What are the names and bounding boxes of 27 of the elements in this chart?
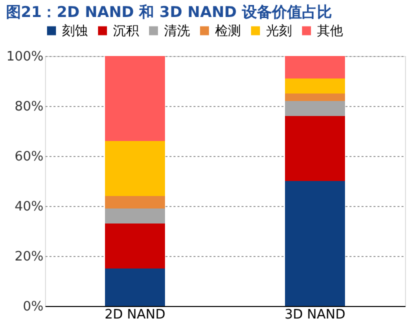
bar — [105, 196, 165, 208]
y-tick-label: 80% — [14, 100, 44, 114]
legend-label: 其他 — [317, 24, 343, 39]
bar — [285, 94, 345, 101]
y-tick-label: 20% — [14, 250, 44, 264]
legend-label: 检测 — [215, 24, 241, 39]
bar — [105, 56, 165, 141]
x-tick-label: 3D NAND — [284, 308, 346, 322]
legend-label: 光刻 — [266, 24, 292, 39]
y-tick-label: 0% — [22, 300, 44, 314]
y-tick-label: 100% — [6, 50, 44, 64]
legend-label: 沉积 — [113, 24, 139, 39]
legend-label: 刻蚀 — [62, 24, 88, 39]
y-tick-label: 40% — [14, 200, 44, 214]
bar — [285, 78, 345, 94]
chart-title: 图21：2D NAND 和 3D NAND 设备价值占比 — [6, 3, 332, 21]
bar — [105, 141, 165, 196]
bar — [105, 224, 165, 268]
bar — [105, 208, 165, 224]
bar — [285, 101, 345, 116]
y-tick-label: 60% — [14, 150, 44, 164]
bar — [105, 268, 165, 306]
legend-label: 清洗 — [164, 24, 190, 39]
bar — [285, 181, 345, 306]
x-tick-label: 2D NAND — [104, 308, 166, 322]
bar — [285, 56, 345, 78]
bar — [285, 116, 345, 181]
